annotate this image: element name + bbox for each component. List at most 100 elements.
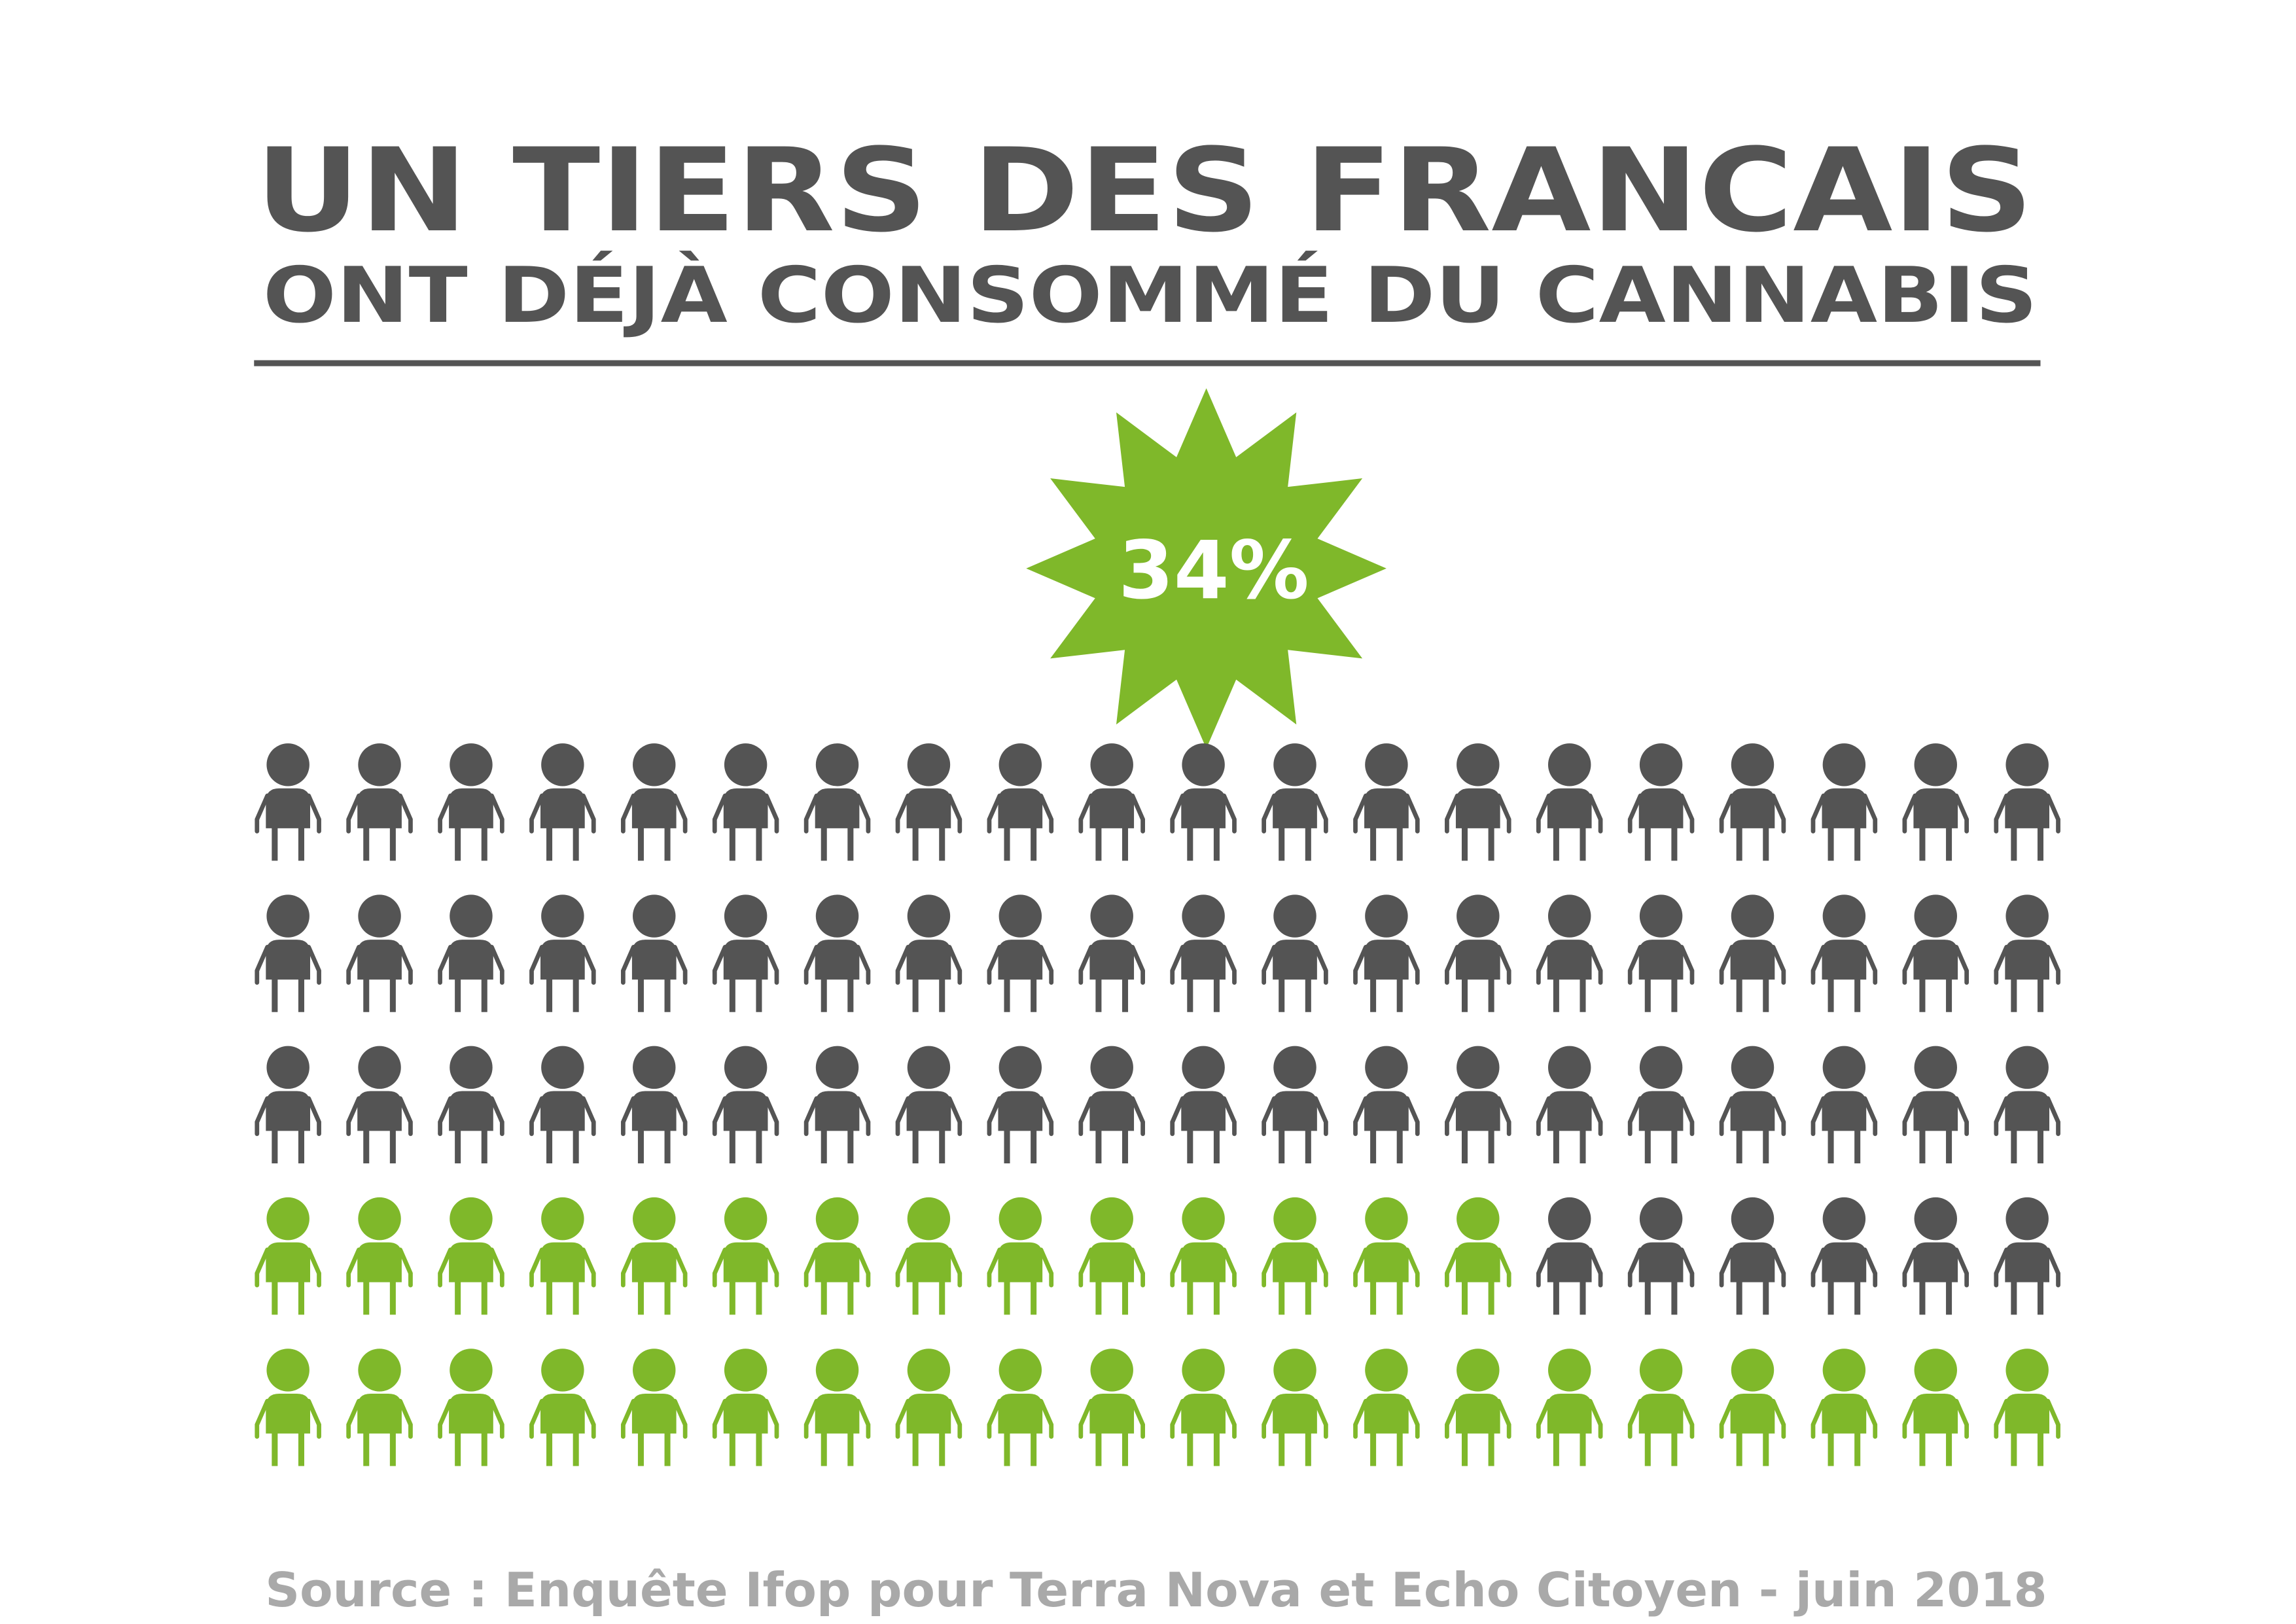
person-icon [1902, 894, 1969, 1012]
person-icon [1994, 1046, 2060, 1164]
person-icon [1627, 1197, 1695, 1315]
person-icon [1353, 894, 1420, 1012]
person-icon-highlighted [804, 1197, 871, 1315]
person-icon [1536, 1197, 1603, 1315]
person-icon [529, 894, 596, 1012]
person-icon [620, 743, 688, 861]
person-icon-highlighted [620, 1349, 688, 1466]
person-icon-highlighted [1170, 1349, 1237, 1466]
person-icon [1170, 1046, 1237, 1164]
person-icon [255, 1046, 321, 1164]
person-icon [1627, 1046, 1695, 1164]
person-icon-highlighted [529, 1197, 596, 1315]
person-icon [529, 1046, 596, 1164]
person-icon [1719, 1046, 1786, 1164]
badge-star [1026, 388, 1386, 749]
person-icon [712, 1046, 779, 1164]
person-icon [438, 894, 504, 1012]
person-icon-highlighted [1719, 1349, 1786, 1466]
person-icon [1262, 743, 1328, 861]
person-icon [1078, 894, 1145, 1012]
person-icon [1902, 1197, 1969, 1315]
source: Source : Enquête Ifop pour Terra Nova et… [265, 1563, 2047, 1618]
person-icon [1810, 1046, 1878, 1164]
person-icon-highlighted [1353, 1197, 1420, 1315]
person-icon [255, 894, 321, 1012]
person-icon-highlighted [529, 1349, 596, 1466]
person-icon [1170, 743, 1237, 861]
person-icon-highlighted [1078, 1197, 1145, 1315]
person-icon [346, 743, 413, 861]
person-icon [895, 743, 963, 861]
person-icon [1078, 1046, 1145, 1164]
person-icon-highlighted [712, 1197, 779, 1315]
person-icon-highlighted [1445, 1197, 1511, 1315]
person-icon [1445, 1046, 1511, 1164]
person-icon [1536, 1046, 1603, 1164]
person-icon-highlighted [620, 1197, 688, 1315]
person-icon [255, 743, 321, 861]
person-icon [1994, 894, 2060, 1012]
person-icon [1353, 1046, 1420, 1164]
person-icon [987, 1046, 1054, 1164]
person-icon [804, 743, 871, 861]
person-icon-highlighted [1353, 1349, 1420, 1466]
subtitle: ONT DÉJÀ CONSOMMÉ DU CANNABIS [263, 250, 2038, 340]
person-icon [1170, 894, 1237, 1012]
person-icon [1994, 1197, 2060, 1315]
person-icon [438, 1046, 504, 1164]
person-icon [1719, 1197, 1786, 1315]
person-icon [987, 894, 1054, 1012]
person-icon [895, 1046, 963, 1164]
person-icon-highlighted [255, 1197, 321, 1315]
person-icon [1536, 894, 1603, 1012]
person-icon [1078, 743, 1145, 861]
person-icon-highlighted [1445, 1349, 1511, 1466]
person-icon [1445, 894, 1511, 1012]
person-icon [1719, 743, 1786, 861]
person-icon-highlighted [255, 1349, 321, 1466]
person-icon-highlighted [895, 1349, 963, 1466]
person-icon [438, 743, 504, 861]
person-icon-highlighted [1262, 1197, 1328, 1315]
person-icon [1902, 1046, 1969, 1164]
person-icon-highlighted [438, 1349, 504, 1466]
person-icon-highlighted [712, 1349, 779, 1466]
person-icon [346, 894, 413, 1012]
person-icon [1536, 743, 1603, 861]
person-icon-highlighted [1078, 1349, 1145, 1466]
person-icon [529, 743, 596, 861]
person-icon [895, 894, 963, 1012]
person-icon [1810, 743, 1878, 861]
person-icon-highlighted [1810, 1349, 1878, 1466]
person-icon [1353, 743, 1420, 861]
person-icon [1627, 894, 1695, 1012]
person-icon [1994, 743, 2060, 861]
title: UN TIERS DES FRANCAIS [256, 124, 2034, 258]
pictogram-grid [255, 743, 2060, 1466]
person-icon-highlighted [1536, 1349, 1603, 1466]
person-icon-highlighted [1994, 1349, 2060, 1466]
person-icon-highlighted [1262, 1349, 1328, 1466]
person-icon [1902, 743, 1969, 861]
person-icon [1719, 894, 1786, 1012]
person-icon-highlighted [346, 1197, 413, 1315]
person-icon [1262, 1046, 1328, 1164]
person-icon [1445, 743, 1511, 861]
person-icon-highlighted [346, 1349, 413, 1466]
person-icon-highlighted [804, 1349, 871, 1466]
person-icon-highlighted [987, 1349, 1054, 1466]
person-icon [1810, 1197, 1878, 1315]
value-label: 34% [1118, 524, 1309, 617]
person-icon-highlighted [438, 1197, 504, 1315]
person-icon [620, 1046, 688, 1164]
person-icon [346, 1046, 413, 1164]
person-icon [1262, 894, 1328, 1012]
person-icon [1627, 743, 1695, 861]
person-icon [804, 1046, 871, 1164]
person-icon-highlighted [1627, 1349, 1695, 1466]
person-icon-highlighted [1902, 1349, 1969, 1466]
person-icon [712, 894, 779, 1012]
